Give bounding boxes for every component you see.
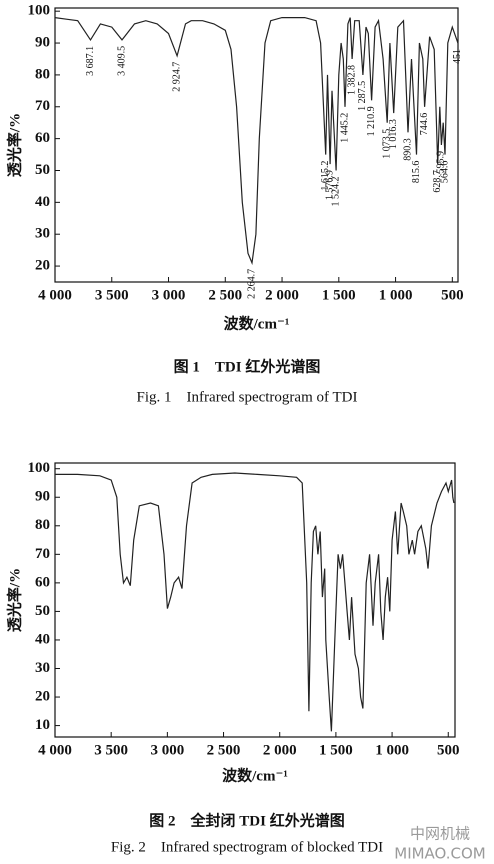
peak-label: 1 382.8 bbox=[346, 65, 357, 95]
x-tick-label: 3 500 bbox=[95, 287, 129, 303]
y-tick-label: 60 bbox=[35, 574, 50, 590]
spectrum-line bbox=[55, 472, 455, 732]
peak-label: 1 524.2 bbox=[330, 176, 341, 206]
y-tick-label: 90 bbox=[35, 34, 50, 50]
y-tick-label: 40 bbox=[35, 194, 50, 210]
y-tick-label: 30 bbox=[35, 226, 50, 242]
watermark-en: MIMAO.COM bbox=[394, 845, 486, 863]
caption-en: Fig. 2 Infrared spectrogram of blocked T… bbox=[111, 839, 383, 855]
y-tick-label: 70 bbox=[35, 546, 50, 562]
y-tick-label: 80 bbox=[35, 66, 50, 82]
x-tick-label: 3 000 bbox=[152, 287, 186, 303]
y-axis-label: 透光率/% bbox=[5, 113, 23, 177]
caption-cn: 图 1 TDI 红外光谱图 bbox=[174, 357, 321, 375]
peak-label: 1 016.3 bbox=[388, 119, 399, 149]
y-tick-label: 80 bbox=[35, 517, 50, 533]
y-tick-label: 90 bbox=[35, 489, 50, 505]
y-tick-label: 10 bbox=[35, 717, 50, 733]
peak-label: 1 073.5 bbox=[382, 129, 393, 159]
peak-label: 1 210.9 bbox=[366, 106, 377, 136]
y-tick-label: 50 bbox=[35, 162, 50, 178]
peak-label: 3 409.5 bbox=[116, 46, 127, 76]
peak-label: 564.6 bbox=[439, 161, 450, 184]
y-tick-label: 100 bbox=[28, 3, 51, 19]
y-tick-label: 30 bbox=[35, 660, 50, 676]
peak-label: 628.7 bbox=[432, 170, 443, 193]
caption-en: Fig. 1 Infrared spectrogram of TDI bbox=[137, 389, 358, 405]
y-tick-label: 100 bbox=[28, 460, 51, 476]
peak-label: 3 687.1 bbox=[85, 46, 96, 76]
x-tick-label: 3 500 bbox=[94, 742, 128, 758]
y-tick-label: 20 bbox=[35, 258, 50, 274]
x-tick-label: 4 000 bbox=[38, 742, 72, 758]
peak-label: 815.6 bbox=[411, 161, 422, 184]
peak-label: 1 287.5 bbox=[357, 81, 368, 111]
x-tick-label: 500 bbox=[441, 287, 464, 303]
x-axis-label: 波数/cm⁻¹ bbox=[224, 314, 290, 332]
peak-label: 744.6 bbox=[419, 113, 430, 136]
spectrum-line bbox=[54, 17, 459, 266]
x-tick-label: 1 500 bbox=[322, 287, 356, 303]
peak-label: 595.9 bbox=[436, 151, 447, 174]
peak-label: 890.3 bbox=[402, 138, 413, 161]
x-tick-label: 2 500 bbox=[207, 742, 241, 758]
watermark-cn: 中网机械 bbox=[410, 825, 470, 843]
x-tick-label: 4 000 bbox=[38, 287, 72, 303]
y-tick-label: 70 bbox=[35, 98, 50, 114]
peak-label: 1 576.9 bbox=[324, 170, 335, 200]
y-tick-label: 50 bbox=[35, 603, 50, 619]
x-tick-label: 1 500 bbox=[319, 742, 353, 758]
x-tick-label: 1 000 bbox=[379, 287, 413, 303]
x-tick-label: 2 000 bbox=[263, 742, 297, 758]
x-axis-label: 波数/cm⁻¹ bbox=[222, 766, 288, 784]
peak-label: 2 264.7 bbox=[246, 269, 257, 299]
x-tick-label: 2 000 bbox=[265, 287, 299, 303]
y-axis-label: 透光率/% bbox=[5, 568, 23, 632]
x-tick-label: 1 000 bbox=[375, 742, 409, 758]
peak-label: 2 924.7 bbox=[171, 62, 182, 92]
peak-label: 1 445.2 bbox=[339, 113, 350, 143]
peak-label: 451 bbox=[452, 49, 463, 64]
y-tick-label: 20 bbox=[35, 688, 50, 704]
caption-cn: 图 2 全封闭 TDI 红外光谱图 bbox=[149, 811, 344, 829]
peak-label: 1 615.2 bbox=[320, 161, 331, 191]
x-tick-label: 3 000 bbox=[150, 742, 184, 758]
plot-frame bbox=[54, 462, 456, 738]
x-tick-label: 500 bbox=[437, 742, 460, 758]
y-tick-label: 40 bbox=[35, 631, 50, 647]
y-tick-label: 60 bbox=[35, 130, 50, 146]
plot-frame bbox=[54, 7, 459, 283]
x-tick-label: 2 500 bbox=[208, 287, 242, 303]
